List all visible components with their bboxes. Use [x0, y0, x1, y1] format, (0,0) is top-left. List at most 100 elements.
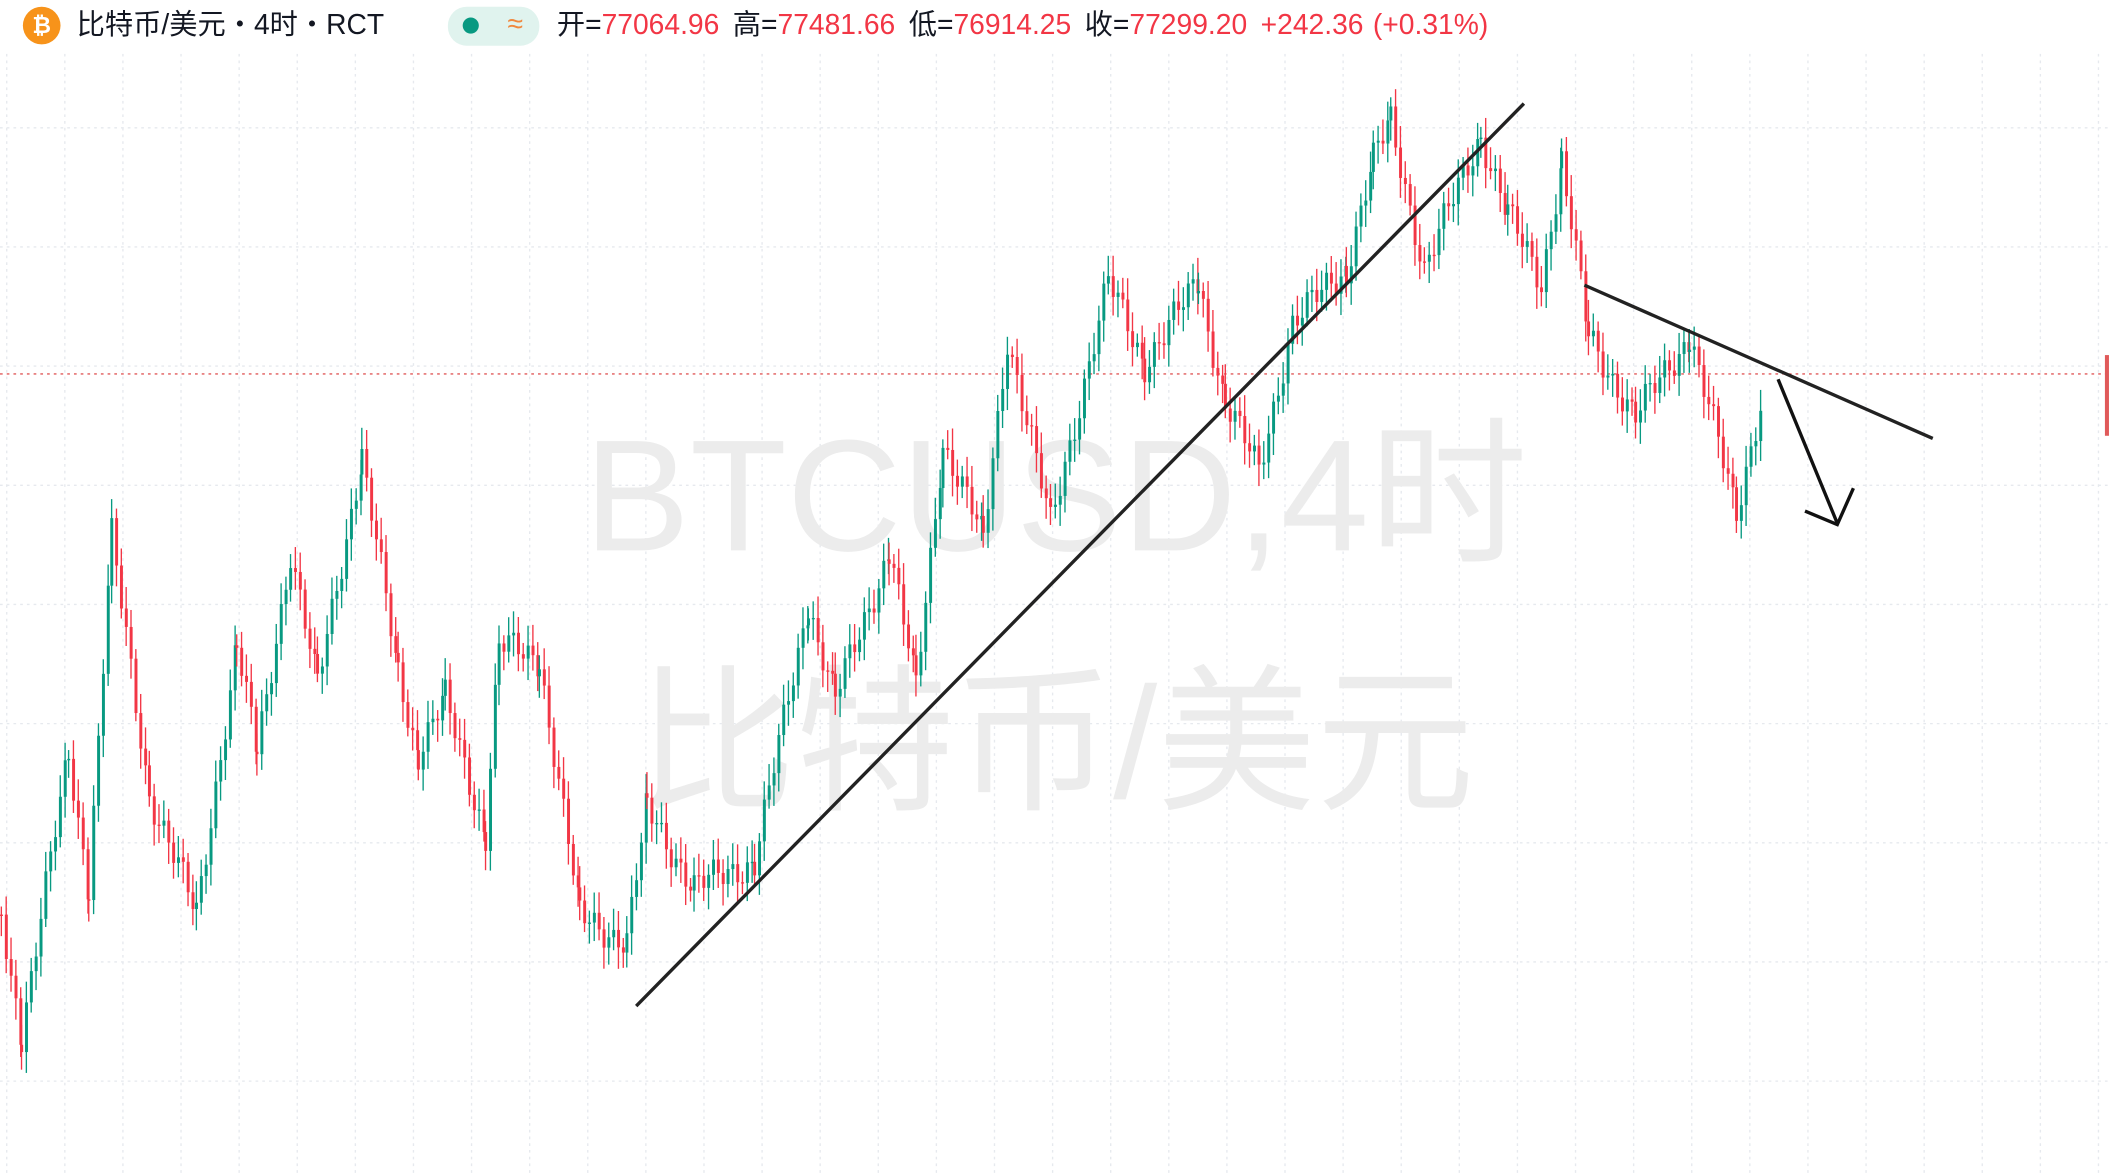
- candle-body: [255, 751, 259, 755]
- candle-body: [265, 694, 269, 712]
- candle-body: [214, 781, 218, 829]
- candle-body: [552, 727, 556, 767]
- candle-body: [816, 617, 820, 643]
- candle-body: [115, 518, 119, 566]
- candle-body: [1447, 203, 1451, 207]
- candle-body: [777, 735, 781, 774]
- candle-body: [219, 760, 223, 782]
- candle-body: [9, 959, 13, 976]
- candle-body: [72, 758, 76, 801]
- candle-body: [1376, 140, 1380, 143]
- candle-body: [981, 515, 985, 533]
- candle-body: [1233, 410, 1237, 422]
- candle-body: [191, 892, 195, 910]
- candle-body: [712, 859, 716, 875]
- candle-body: [76, 800, 80, 818]
- candle-body: [87, 899, 91, 901]
- candle-body: [1498, 168, 1502, 193]
- candle-body: [645, 793, 649, 798]
- candle-body: [1601, 351, 1605, 378]
- candle-body: [411, 727, 415, 731]
- candle-body: [684, 862, 688, 887]
- candle-body: [270, 683, 274, 695]
- candle-body: [731, 864, 735, 870]
- candle-body: [838, 688, 842, 697]
- candle-body: [1721, 436, 1725, 469]
- candle-body: [1565, 151, 1569, 197]
- candle-body: [29, 971, 33, 1003]
- candle-body: [1466, 165, 1470, 176]
- candle-body: [58, 796, 62, 838]
- bitcoin-icon: [22, 6, 61, 45]
- candle-body: [1611, 373, 1615, 376]
- symbol-title[interactable]: 比特币/美元・4时・RCT: [77, 8, 385, 40]
- candle-body: [1559, 168, 1563, 215]
- candle-body: [110, 518, 114, 586]
- candle-body: [1049, 498, 1053, 507]
- ohlc-value: 77299.20: [1129, 8, 1247, 40]
- candle-body: [1162, 343, 1166, 346]
- candle-body: [1596, 330, 1600, 352]
- candle-body: [19, 998, 23, 1045]
- candle-body: [1157, 342, 1161, 344]
- candle-body: [517, 632, 520, 655]
- candle-body: [635, 880, 639, 897]
- arrow-head: [1804, 487, 1855, 527]
- candle-body: [1525, 241, 1529, 247]
- candle-body: [877, 588, 881, 613]
- candle-body: [597, 912, 601, 930]
- candle-body: [664, 822, 668, 850]
- candle-body: [726, 869, 730, 885]
- candle-body: [1692, 346, 1696, 350]
- candle-body: [436, 718, 440, 721]
- candle-body: [933, 519, 937, 548]
- candle-body: [1432, 254, 1436, 257]
- candle-body: [911, 648, 915, 656]
- candle-body: [119, 565, 123, 609]
- candle-body: [1102, 283, 1106, 321]
- candle-body: [843, 658, 847, 689]
- candle-body: [536, 655, 540, 677]
- candle-body: [254, 706, 258, 752]
- candle-body: [980, 515, 984, 520]
- candle-body: [526, 645, 530, 659]
- candle-body: [92, 805, 96, 901]
- candle-body: [162, 820, 166, 826]
- candle-body: [1452, 204, 1456, 207]
- candle-body: [660, 822, 664, 825]
- candle-body: [365, 448, 369, 478]
- candle-body: [692, 875, 696, 891]
- candle-body: [330, 598, 334, 634]
- candle-body: [1206, 298, 1210, 332]
- candle-body: [630, 896, 634, 934]
- candle-body: [204, 864, 208, 877]
- candle-body: [689, 886, 693, 891]
- candle-body: [39, 918, 43, 957]
- candle-body: [1749, 446, 1753, 467]
- candle-body: [1238, 410, 1242, 417]
- candle-body: [49, 851, 53, 872]
- candle-body: [14, 975, 18, 999]
- candle-body: [1389, 106, 1393, 121]
- candle-body: [497, 643, 501, 685]
- candle-body: [576, 875, 580, 888]
- ohlc-value: 77064.96: [602, 8, 720, 40]
- candle-body: [946, 447, 950, 450]
- candle-body: [228, 690, 232, 740]
- candle-body: [157, 824, 161, 826]
- candle-body: [1634, 401, 1638, 423]
- candle-body: [67, 758, 71, 761]
- candle-body: [308, 628, 312, 649]
- candle-body: [1569, 196, 1573, 230]
- status-pill[interactable]: [447, 6, 540, 46]
- candle-body: [907, 624, 911, 649]
- candle-body: [602, 929, 606, 948]
- candle-body: [1111, 276, 1115, 297]
- candle-body: [542, 669, 546, 686]
- candle-body: [887, 559, 891, 564]
- candle-body: [147, 765, 151, 797]
- candle-body: [294, 568, 297, 572]
- candle-body: [1620, 397, 1624, 412]
- candle-body: [374, 520, 378, 540]
